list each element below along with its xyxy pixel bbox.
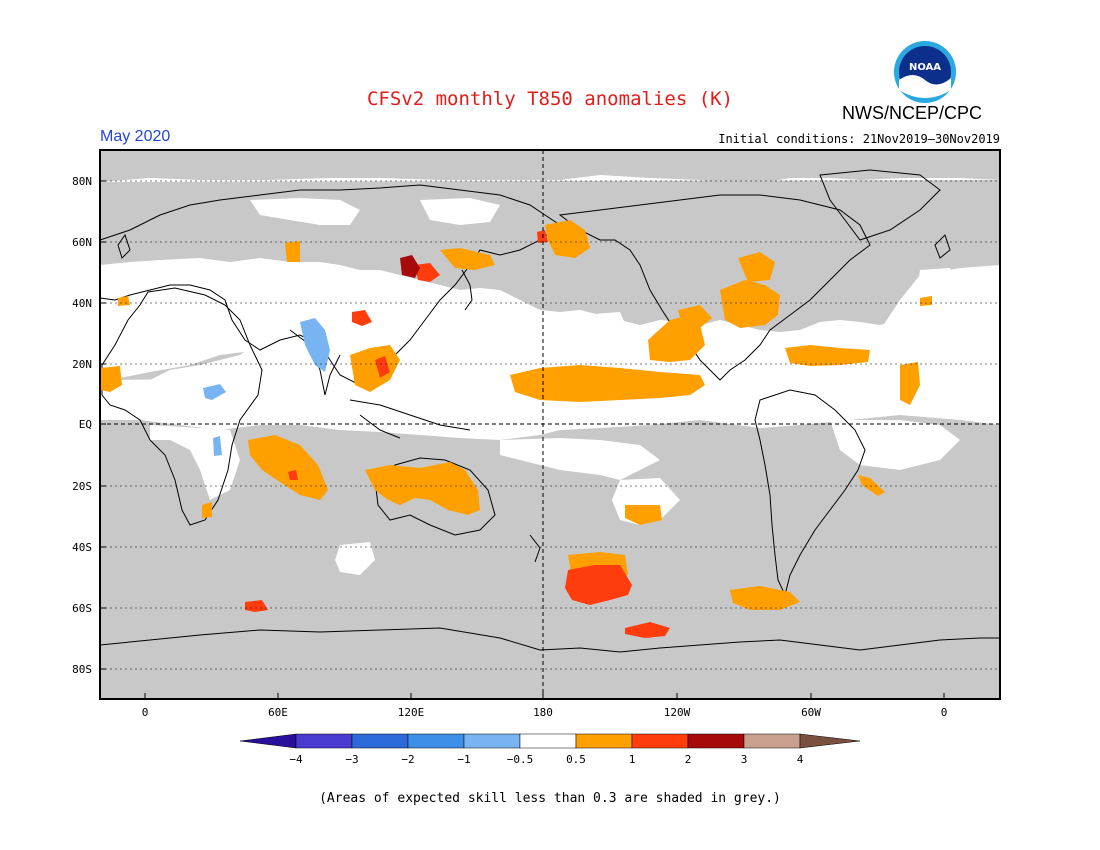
lon-label: 60E <box>268 706 288 719</box>
lat-label: 40S <box>72 541 92 554</box>
logo-text: NOAA <box>909 62 941 73</box>
map-title: CFSv2 monthly T850 anomalies (K) <box>366 88 734 110</box>
colorbar-label: −2 <box>401 753 414 766</box>
anomaly-minus-1-to-minus-0-5 <box>203 318 330 456</box>
longitude-labels: 0 60E 120E 180 120W 60W 0 <box>142 706 948 719</box>
agency-label: NWS/NCEP/CPC <box>842 103 983 123</box>
colorbar-swatch <box>631 733 689 749</box>
lat-label: 80N <box>72 175 92 188</box>
colorbar-swatch <box>351 733 409 749</box>
colorbar-high-arrow <box>799 733 861 749</box>
latitude-labels: 80N 60N 40N 20N EQ 20S 40S 60S 80S <box>72 175 92 676</box>
colorbar-label: −4 <box>289 753 303 766</box>
colorbar-label: 1 <box>629 753 636 766</box>
colorbar-low-arrow <box>239 733 297 749</box>
colorbar-label: −3 <box>345 753 358 766</box>
colorbar-swatch <box>575 733 633 749</box>
lat-label: 60S <box>72 602 92 615</box>
anomaly-2-to-3 <box>400 255 420 278</box>
lat-label: 40N <box>72 297 92 310</box>
skill-footnote: (Areas of expected skill less than 0.3 a… <box>319 791 781 806</box>
lat-label: 80S <box>72 663 92 676</box>
gridlines <box>100 180 1000 670</box>
lat-label: 20S <box>72 480 92 493</box>
lat-label: 60N <box>72 236 92 249</box>
initial-conditions: Initial conditions: 21Nov2019–30Nov2019 <box>718 132 1000 146</box>
lon-label: 0 <box>941 706 948 719</box>
lon-label: 180 <box>533 706 553 719</box>
anomaly-0-5-to-1 <box>100 220 932 610</box>
coastlines <box>99 169 1000 653</box>
lon-label: 0 <box>142 706 149 719</box>
colorbar-swatch <box>687 733 745 749</box>
lon-label: 120W <box>664 706 691 719</box>
colorbar-swatch <box>407 733 465 749</box>
colorbar-label: 4 <box>797 753 804 766</box>
colorbar-label: −1 <box>457 753 470 766</box>
colorbar-swatch <box>463 733 521 749</box>
colorbar-swatch <box>743 733 801 749</box>
colorbar-label: 0.5 <box>566 753 586 766</box>
lat-label: 20N <box>72 358 92 371</box>
colorbar: −4 −3 −2 −1 −0.5 0.5 1 2 3 4 <box>239 733 861 766</box>
lat-label: EQ <box>79 418 92 431</box>
colorbar-swatch <box>519 733 577 749</box>
colorbar-label: 3 <box>741 753 748 766</box>
valid-month: May 2020 <box>100 128 171 145</box>
colorbar-label: 2 <box>685 753 692 766</box>
axis-ticks <box>100 180 945 699</box>
lon-label: 60W <box>801 706 821 719</box>
colorbar-swatch <box>295 733 353 749</box>
colorbar-label: −0.5 <box>507 753 534 766</box>
lon-label: 120E <box>398 706 425 719</box>
reference-lines <box>100 150 1000 699</box>
noaa-logo-icon: NOAA <box>894 41 956 103</box>
